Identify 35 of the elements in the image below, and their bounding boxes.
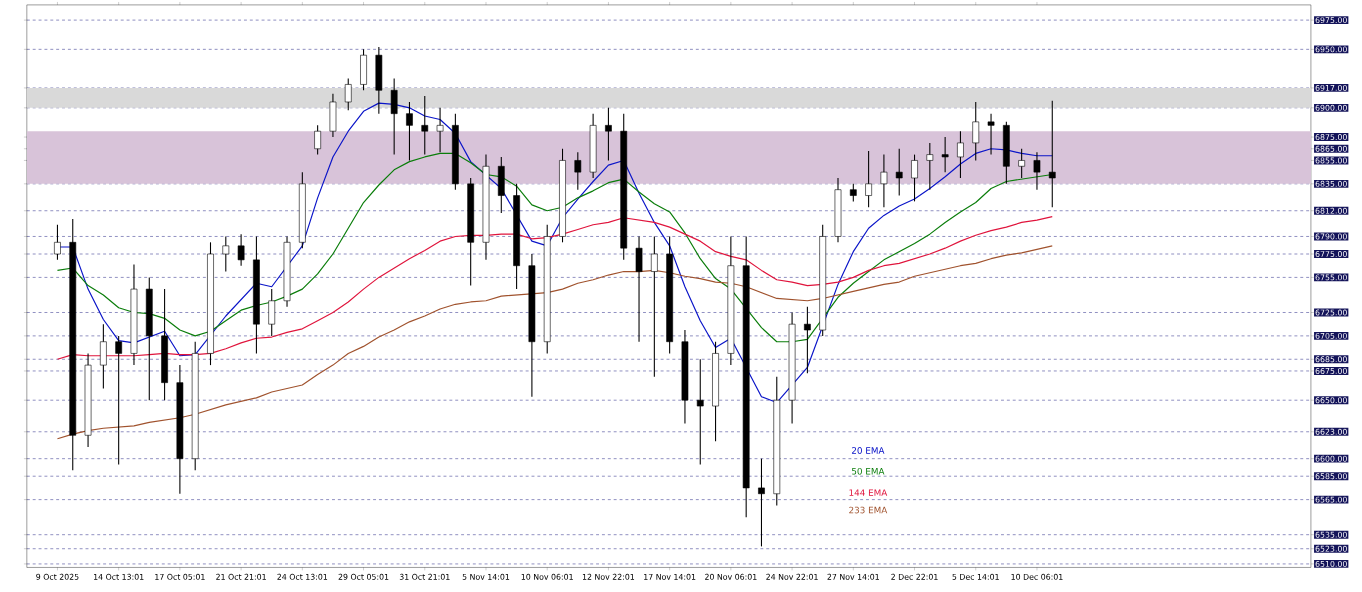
- text: 144 EMA: [849, 489, 888, 496]
- candlestick: [54, 224, 61, 261]
- candlestick: [314, 124, 321, 156]
- candlestick: [635, 235, 643, 343]
- candlestick: [865, 150, 872, 208]
- candlestick: [344, 78, 352, 111]
- candlestick: [696, 358, 704, 466]
- candlestick: [650, 235, 658, 378]
- candlestick: [222, 235, 230, 273]
- candlestick: [1048, 100, 1056, 208]
- candlestick: [941, 136, 949, 173]
- candlestick: [1033, 151, 1041, 191]
- candlestick: [1018, 148, 1026, 179]
- text: 20 EMA: [851, 447, 885, 454]
- candlestick: [804, 306, 811, 374]
- candlestick: [574, 151, 582, 191]
- candlestick: [115, 335, 123, 466]
- candlestick: [436, 107, 444, 153]
- text: 233 EMA: [849, 506, 888, 514]
- candlestick: [926, 142, 934, 191]
- candlestick: [957, 130, 964, 179]
- candlestick: [390, 78, 398, 156]
- text: 50 EMA: [852, 467, 885, 475]
- candlestick: [421, 95, 429, 156]
- candlestick: [895, 148, 903, 197]
- candlestick: [987, 113, 995, 156]
- candlestick: [911, 154, 918, 202]
- candlestick: [605, 107, 612, 161]
- candlestick: [100, 323, 107, 390]
- candlestick: [406, 101, 413, 161]
- candlestick: [268, 288, 276, 337]
- candlestick: [880, 154, 888, 208]
- candlestick: [237, 233, 245, 267]
- candlestick: [972, 101, 980, 161]
- candlestick: [758, 458, 765, 547]
